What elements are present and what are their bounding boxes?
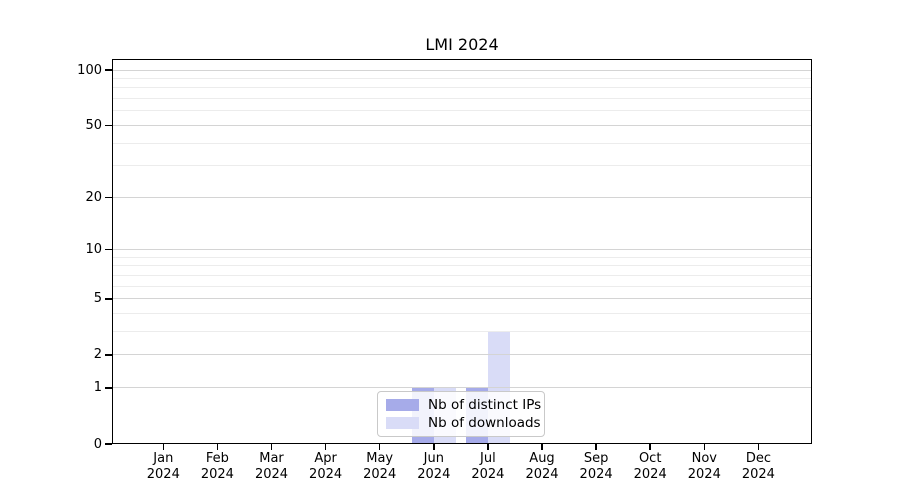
x-axis-tick-label-line: Jul — [480, 451, 496, 466]
x-axis-tick-label: Jan 2024 — [132, 451, 194, 483]
x-axis-tick-label-line: 2024 — [687, 467, 721, 482]
x-axis-tick-label: Nov 2024 — [673, 451, 735, 483]
legend: Nb of distinct IPs Nb of downloads — [377, 391, 545, 437]
gridline-major — [113, 298, 811, 300]
y-axis-tick-label: 1 — [93, 380, 102, 396]
legend-label-distinct-ips: Nb of distinct IPs — [428, 396, 542, 413]
x-axis-tickmark — [378, 444, 381, 450]
x-axis-tickmark — [541, 444, 543, 450]
y-axis-tick-label: 0 — [93, 436, 102, 452]
gridline-major — [113, 387, 811, 389]
legend-swatch-distinct-ips — [386, 398, 419, 411]
legend-item-distinct-ips: Nb of distinct IPs — [386, 397, 541, 413]
gridline-minor — [113, 165, 811, 167]
gridline-major — [113, 196, 811, 198]
x-axis-tick-label-line: Jun — [423, 451, 444, 466]
x-axis-tick-label-line: 2024 — [254, 467, 289, 482]
gridline-minor — [113, 285, 811, 287]
x-axis-tick-label-line: Feb — [205, 451, 229, 466]
x-axis-tick-label-line: 2024 — [471, 467, 505, 482]
x-axis-tick-label: Oct 2024 — [619, 451, 681, 483]
x-axis-tick-label-line: Dec — [745, 451, 771, 466]
x-axis-tick-label-line: 2024 — [363, 467, 397, 482]
x-axis-tick-label-line: 2024 — [741, 467, 775, 482]
gridline-major — [113, 124, 811, 126]
gridline-minor — [113, 331, 811, 333]
gridline-major — [113, 69, 811, 71]
x-axis-tick-label-line: 2024 — [309, 467, 343, 482]
gridline-minor — [113, 256, 811, 258]
y-axis-tickmark — [105, 443, 112, 445]
x-axis-tick-label-line: Oct — [638, 451, 662, 466]
x-axis-tick-label-line: May — [366, 451, 394, 466]
x-axis-tick-label: Jun 2024 — [403, 451, 465, 483]
y-axis-tickmark — [105, 387, 112, 389]
y-axis-tick-label: 2 — [93, 347, 102, 363]
y-axis-tick-label: 100 — [77, 62, 102, 78]
y-axis-tickmark — [105, 124, 112, 127]
x-axis-tick-label-line: 2024 — [633, 467, 667, 482]
x-axis-tick-label-line: 2024 — [417, 467, 451, 482]
x-axis-tickmark — [433, 444, 435, 450]
gridline-major — [113, 354, 811, 356]
x-axis-tick-label-line: 2024 — [579, 467, 613, 482]
x-axis-tick-label-line: Sep — [583, 451, 609, 466]
x-axis-tick-label-line: Mar — [259, 451, 284, 466]
gridline-minor — [113, 265, 811, 267]
y-axis-tickmark — [105, 69, 112, 71]
y-axis-tickmark — [105, 298, 112, 300]
y-axis-tick-label: 50 — [85, 117, 102, 133]
legend-swatch-downloads — [386, 417, 419, 430]
x-axis-tick-label: Apr 2024 — [295, 451, 357, 483]
x-axis-tickmark — [595, 444, 597, 450]
x-axis-tickmark — [162, 444, 165, 450]
gridline-major — [113, 249, 811, 251]
x-axis-tick-label-line: 2024 — [525, 467, 559, 482]
x-axis-tick-label-line: 2024 — [200, 467, 234, 482]
x-axis-tickmark — [324, 444, 327, 450]
x-axis-tick-label: Jul 2024 — [457, 451, 519, 483]
plot-area — [112, 59, 812, 444]
gridline-minor — [113, 110, 811, 112]
x-axis-tick-label-line: Jan — [153, 451, 174, 466]
chart-title: LMI 2024 — [425, 35, 499, 54]
y-axis-tickmark — [105, 248, 112, 251]
y-axis-tickmark — [105, 196, 112, 199]
x-axis-tick-label: Mar 2024 — [241, 451, 303, 483]
x-axis-tick-label-line: Aug — [529, 451, 555, 466]
legend-label-downloads: Nb of downloads — [428, 415, 541, 432]
x-axis-tick-label-line: Apr — [314, 451, 337, 466]
x-axis-tickmark — [487, 444, 489, 450]
y-axis-tick-label: 20 — [85, 189, 102, 205]
y-axis-tick-label: 10 — [85, 242, 102, 258]
gridline-minor — [113, 142, 811, 144]
x-axis-tickmark — [216, 444, 219, 450]
x-axis-tickmark — [703, 444, 706, 450]
x-axis-tick-label: Feb 2024 — [186, 451, 248, 483]
x-axis-tick-label-line: 2024 — [146, 467, 180, 482]
x-axis-tick-label-line: Nov — [691, 451, 717, 466]
gridline-minor — [113, 313, 811, 315]
x-axis-tickmark — [649, 444, 651, 450]
gridline-minor — [113, 274, 811, 276]
x-axis-tick-label: May 2024 — [349, 451, 411, 483]
gridline-minor — [113, 87, 811, 89]
gridline-minor — [113, 77, 811, 79]
x-axis-tickmark — [757, 444, 760, 450]
legend-item-downloads: Nb of downloads — [386, 415, 541, 431]
y-axis-tick-label: 5 — [93, 291, 102, 307]
gridline-minor — [113, 98, 811, 100]
x-axis-tickmark — [270, 444, 273, 450]
x-axis-tick-label: Aug 2024 — [511, 451, 573, 483]
y-axis-tickmark — [105, 354, 112, 356]
x-axis-tick-label: Dec 2024 — [727, 451, 789, 483]
x-axis-tick-label: Sep 2024 — [565, 451, 627, 483]
